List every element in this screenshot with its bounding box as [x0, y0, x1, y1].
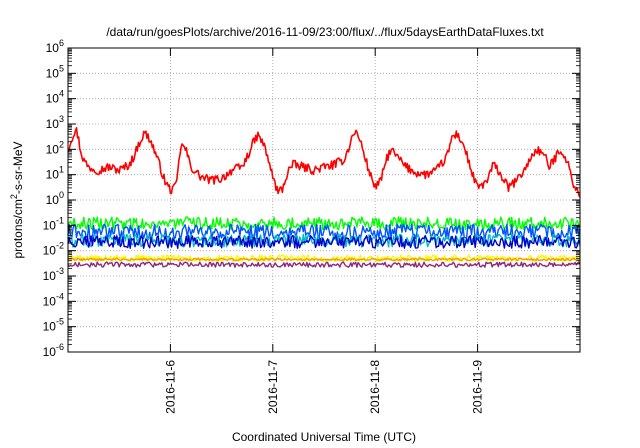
chart-title: /data/run/goesPlots/archive/2016-11-09/2… [106, 25, 544, 39]
y-tick-base: 10 [46, 168, 60, 182]
series-line-0 [67, 127, 581, 198]
x-tick-labels: 2016-11-6 2016-11-7 2016-11-8 2016-11-9 [163, 360, 484, 414]
series-line-2 [67, 223, 581, 241]
y-tick-base: 10 [43, 294, 57, 308]
y-tick-exponent: -3 [56, 266, 64, 276]
y-tick-exponent: -4 [56, 291, 64, 301]
x-tick-label: 2016-11-7 [266, 360, 280, 414]
y-tick-exponent: 6 [59, 38, 64, 48]
y-tick-exponent: -1 [56, 215, 64, 225]
y-tick-exponent: 3 [59, 114, 64, 124]
y-tick-label: 104 [46, 89, 64, 106]
y-tick-label: 10-5 [43, 317, 64, 334]
y-tick-base: 10 [46, 193, 60, 207]
y-tick-labels: 10-610-510-410-310-210-11001011021031041… [43, 38, 64, 359]
y-tick-base: 10 [46, 92, 60, 106]
y-tick-label: 10-1 [43, 215, 64, 232]
y-tick-label: 101 [46, 165, 64, 182]
y-axis-label-prefix: protons/cm [11, 199, 25, 258]
y-tick-exponent: 0 [59, 190, 64, 200]
y-tick-label: 10-6 [43, 342, 64, 359]
y-tick-base: 10 [46, 66, 60, 80]
y-axis-label-sup: 2 [9, 194, 19, 199]
y-tick-exponent: 5 [59, 63, 64, 73]
series-line-6 [67, 257, 581, 262]
y-tick-base: 10 [43, 218, 57, 232]
y-tick-base: 10 [43, 244, 57, 258]
y-tick-exponent: 2 [59, 139, 64, 149]
series-line-1 [67, 216, 580, 231]
y-tick-exponent: 1 [59, 165, 64, 175]
x-axis-label: Coordinated Universal Time (UTC) [232, 430, 416, 444]
x-tick-label: 2016-11-6 [163, 360, 177, 414]
x-tick-label: 2016-11-9 [471, 360, 485, 414]
y-tick-base: 10 [46, 142, 60, 156]
y-tick-exponent: -5 [56, 317, 64, 327]
y-tick-base: 10 [46, 41, 60, 55]
series-line-7 [67, 261, 581, 268]
y-tick-label: 106 [46, 38, 64, 55]
series-lines [67, 127, 581, 268]
y-tick-label: 10-4 [43, 291, 64, 308]
y-tick-label: 10-3 [43, 266, 64, 283]
y-tick-base: 10 [43, 345, 57, 359]
y-tick-exponent: -6 [56, 342, 64, 352]
y-tick-label: 103 [46, 114, 64, 131]
y-tick-base: 10 [46, 117, 60, 131]
series-line-3 [67, 233, 581, 248]
y-axis-label-suffix: -s-sr-MeV [11, 141, 25, 194]
x-tick-label: 2016-11-8 [368, 360, 382, 414]
grid-lines [68, 48, 580, 352]
y-tick-base: 10 [43, 269, 57, 283]
y-tick-base: 10 [43, 320, 57, 334]
y-tick-label: 100 [46, 190, 64, 207]
y-tick-exponent: 4 [59, 89, 64, 99]
y-tick-label: 105 [46, 63, 64, 80]
y-axis-label: protons/cm2-s-sr-MeV [9, 141, 25, 258]
y-tick-exponent: -2 [56, 241, 64, 251]
axis-ticks [68, 47, 580, 353]
y-tick-label: 10-2 [43, 241, 64, 258]
y-tick-label: 102 [46, 139, 64, 156]
series-line-4 [67, 235, 581, 249]
